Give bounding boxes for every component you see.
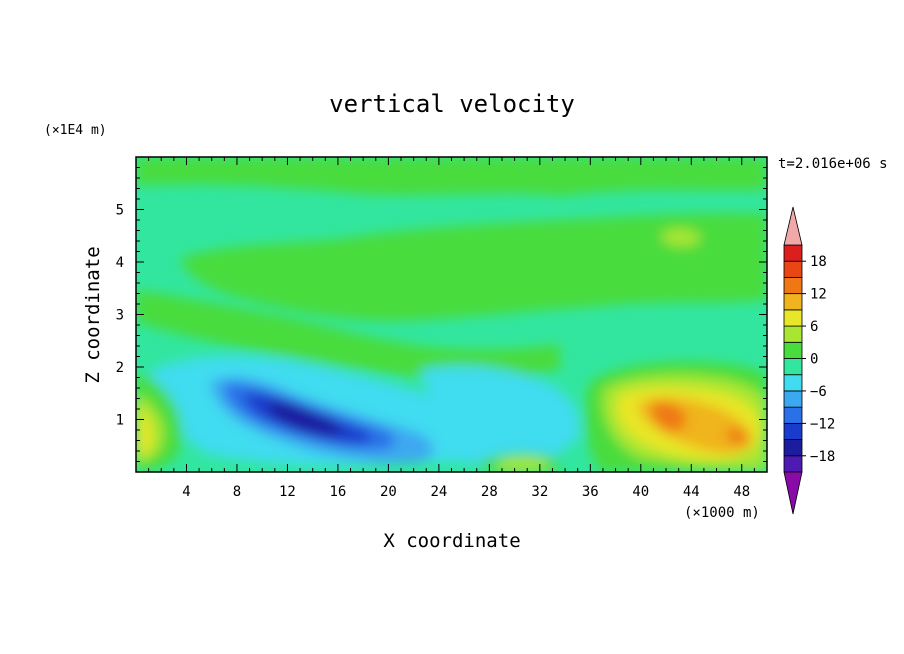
contour-field [136,157,767,472]
colorbar-max-triangle [783,206,803,246]
y-axis-unit: (×1E4 m) [44,123,107,138]
x-tick-label: 40 [632,484,649,500]
y-axis-label: Z coordinate [82,246,104,383]
green-band-middle [180,213,767,321]
positive-region-east-peak-2 [725,428,748,445]
y-tick-label: 1 [116,413,124,429]
y-tick-label: 3 [116,308,124,324]
colorbar-label: 18 [810,254,827,270]
colorbar-min-triangle [783,471,803,515]
x-tick-label: 32 [531,484,548,500]
x-tick-label: 4 [182,484,190,500]
x-tick-label: 16 [329,484,346,500]
chart-title: vertical velocity [329,90,575,118]
green-band-lower [136,290,560,380]
colorbar-bin [783,406,803,424]
x-tick-label: 24 [430,484,447,500]
positive-region-east-peak-1 [650,401,687,432]
colorbar-bin [783,325,803,343]
negative-region-core [267,401,341,436]
colorbar-bin [783,358,803,376]
y-tick-label: 4 [116,255,124,271]
colorbar-bin [783,260,803,278]
x-axis-unit: (×1000 m) [684,505,760,521]
positive-region-west-core [136,404,152,456]
colorbar-label: −18 [810,449,835,465]
colorbar-label: −12 [810,416,835,432]
positive-region-south-core [498,457,549,472]
colorbar: 18 12 6 0 −6 −12 −18 [783,206,835,515]
time-label: t=2.016e+06 s [778,156,888,172]
colorbar-bin [783,422,803,440]
x-tick-label: 36 [582,484,599,500]
cyan-region-east [420,365,580,451]
y-axis: 1 2 3 4 5 [116,167,767,462]
y-tick-label: 2 [116,360,124,376]
x-tick-label: 28 [481,484,498,500]
colorbar-bin [783,390,803,408]
colorbar-bin [783,244,803,262]
colorbar-label: 6 [810,319,818,335]
colorbar-label: 12 [810,287,827,303]
green-band-upper [136,157,767,196]
colorbar-bin [783,341,803,359]
x-tick-label: 44 [683,484,700,500]
y-tick-label: 5 [116,203,124,219]
colorbar-label: 0 [810,352,818,368]
x-tick-label: 8 [233,484,241,500]
x-tick-label: 48 [733,484,750,500]
colorbar-bin [783,277,803,295]
colorbar-bin [783,293,803,311]
colorbar-bin [783,455,803,473]
colorbar-bin [783,309,803,327]
colorbar-bin [783,439,803,457]
x-axis: 4 8 12 16 20 24 28 32 36 40 44 48 [148,157,755,500]
x-tick-label: 20 [380,484,397,500]
colorbar-label: −6 [810,384,827,400]
positive-spot-north [661,228,701,247]
x-tick-label: 12 [279,484,296,500]
colorbar-bin [783,374,803,392]
x-axis-label: X coordinate [383,530,520,552]
